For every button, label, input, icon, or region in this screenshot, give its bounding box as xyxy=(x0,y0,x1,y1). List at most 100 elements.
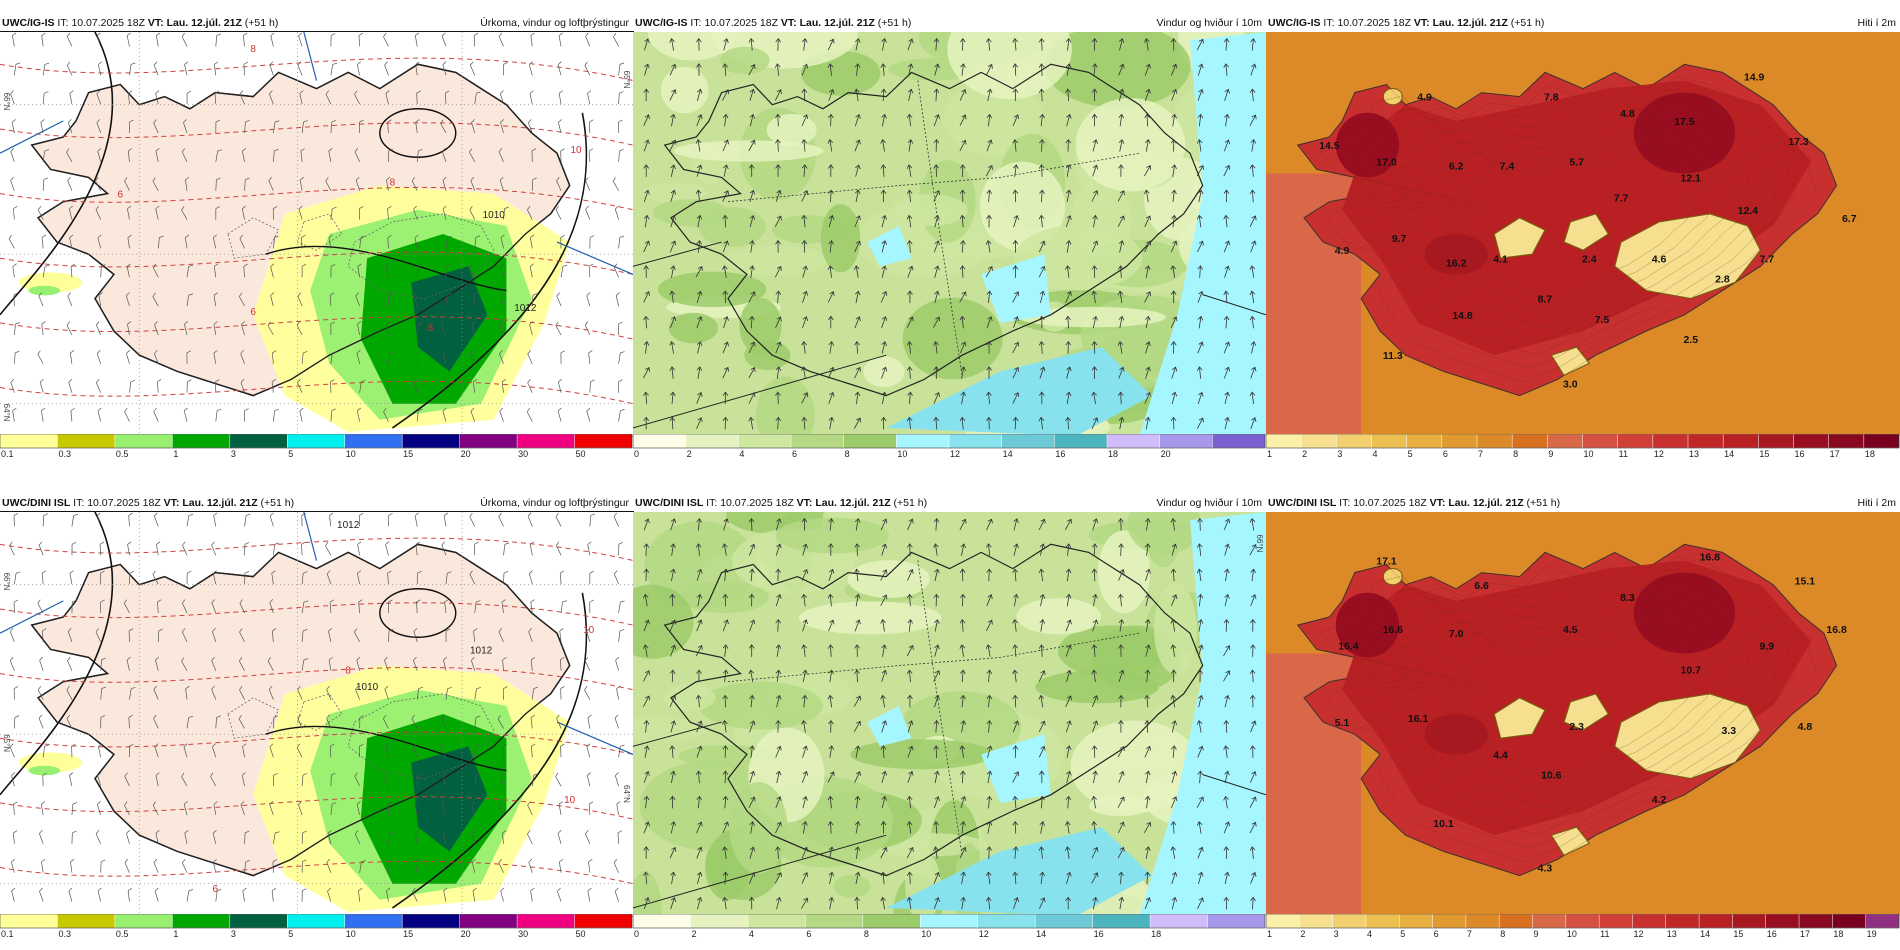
colorbar-swatch xyxy=(1511,434,1549,449)
map-value-label: 5.7 xyxy=(1569,156,1584,168)
panel-header: UWC/DINI ISL IT: 10.07.2025 18Z VT: Lau.… xyxy=(0,494,633,512)
map-value-label: 10.7 xyxy=(1681,665,1702,677)
map-value-label: 64°N xyxy=(2,404,11,422)
map-value-label: 2.8 xyxy=(1715,273,1730,285)
colorbar-tick-label: 5 xyxy=(1408,449,1413,458)
panel-header: UWC/IG-IS IT: 10.07.2025 18Z VT: Lau. 12… xyxy=(633,14,1266,32)
init-time: 10.07.2025 18Z xyxy=(1353,497,1427,509)
colorbar-tick-label: 15 xyxy=(403,929,413,938)
colorbar-tick-label: 14 xyxy=(1003,449,1013,458)
panel-title: Úrkoma, vindur og loftþrýstingur xyxy=(480,497,629,509)
map-value-label: 14.5 xyxy=(1319,140,1340,152)
colorbar-swatch xyxy=(1798,914,1834,929)
map-precip: 8 10 8 6 6 8 1012 1010 66°N 64°N 65°N xyxy=(0,31,634,437)
colorbar-tick-label: 20 xyxy=(461,449,471,458)
colorbar-tick-label: 3 xyxy=(231,929,236,938)
colorbar-swatch xyxy=(1441,434,1478,449)
colorbar-swatch xyxy=(401,914,461,929)
map-value-label: 17.1 xyxy=(1376,556,1397,568)
colorbar-swatch xyxy=(1698,914,1734,929)
colorbar-swatch xyxy=(1476,434,1513,449)
colorbar-tick-label: 1 xyxy=(1267,449,1272,458)
panel-run-info: UWC/IG-IS IT: 10.07.2025 18Z VT: Lau. 12… xyxy=(2,14,278,32)
colorbar-tick-label: 2 xyxy=(1302,449,1307,458)
colorbar: 0.1 0.3 0.5 1 3 5 10 15 20 30 50 xyxy=(0,434,633,458)
colorbar-tick-label: 12 xyxy=(979,929,989,938)
panel-title: Hiti í 2m xyxy=(1857,497,1896,509)
colorbar-swatch xyxy=(747,914,807,929)
colorbar-swatch xyxy=(633,434,687,449)
colorbar-swatch xyxy=(1212,434,1266,449)
init-time-label: IT: xyxy=(1339,497,1351,509)
init-time-label: IT: xyxy=(73,497,85,509)
map-value-label: 2.3 xyxy=(1569,721,1584,733)
map-value-label: 16.8 xyxy=(1700,551,1721,563)
colorbar-tick-label: 16 xyxy=(1094,929,1104,938)
map-value-label: 1010 xyxy=(356,682,379,693)
colorbar-tick-label: 0 xyxy=(634,449,639,458)
map-value-label: 14.8 xyxy=(1452,310,1473,322)
map-value-label: 2.4 xyxy=(1582,253,1597,265)
colorbar-tick-label: 10 xyxy=(1567,929,1577,938)
map-value-label: 10.1 xyxy=(1433,818,1454,830)
colorbar-tick-label: 18 xyxy=(1108,449,1118,458)
map-value-label: 8.3 xyxy=(1620,592,1635,604)
map-value-label: 4.5 xyxy=(1563,624,1578,636)
map-value-label: 10 xyxy=(570,145,582,156)
map-panel-temp: UWC/DINI ISL IT: 10.07.2025 18Z VT: Lau.… xyxy=(1266,494,1900,940)
colorbar-tick-label: 7 xyxy=(1478,449,1483,458)
map-value-label: 3.3 xyxy=(1722,725,1737,737)
colorbar-tick-label: 10 xyxy=(1584,449,1594,458)
map-value-label: 7.8 xyxy=(1544,92,1559,104)
init-time-label: IT: xyxy=(690,17,702,29)
colorbar-tick-label: 12 xyxy=(1654,449,1664,458)
colorbar: 1 2 3 4 5 6 7 8 9 10 11 12 13 14 15 16 17 18 19 xyxy=(1266,914,1900,938)
colorbar-tick-label: 0.3 xyxy=(58,929,71,938)
lead-time: (+51 h) xyxy=(244,17,279,29)
colorbar-tick-label: 8 xyxy=(864,929,869,938)
colorbar-swatch xyxy=(862,914,922,929)
lead-time: (+51 h) xyxy=(893,497,928,509)
colorbar-tick-label: 50 xyxy=(576,449,586,458)
colorbar: 0 2 4 6 8 10 12 14 16 18 20 xyxy=(633,434,1266,458)
colorbar-swatch xyxy=(1001,434,1056,449)
colorbar-swatch xyxy=(1547,434,1584,449)
colorbar-tick-label: 20 xyxy=(461,929,471,938)
colorbar-swatch xyxy=(459,434,518,449)
panel-header: UWC/IG-IS IT: 10.07.2025 18Z VT: Lau. 12… xyxy=(0,14,633,32)
map-value-label: 17.5 xyxy=(1674,116,1695,128)
colorbar-swatch xyxy=(790,434,845,449)
colorbar-swatch xyxy=(1652,434,1689,449)
colorbar-swatch xyxy=(114,434,174,449)
map-value-label: 2.5 xyxy=(1683,334,1698,346)
map-value-label: 6 xyxy=(212,884,218,895)
colorbar-swatch xyxy=(172,914,231,929)
colorbar-tick-label: 17 xyxy=(1830,449,1840,458)
init-time: 10.07.2025 18Z xyxy=(87,497,161,509)
map-wind: 66°N xyxy=(633,512,1266,916)
colorbar-swatch xyxy=(1092,914,1151,929)
valid-time: VT: Lau. 12.júl. 21Z xyxy=(163,497,258,509)
map-value-label: 66°N xyxy=(2,573,11,591)
colorbar-tick-label: 5 xyxy=(288,929,293,938)
map-value-label: 16.8 xyxy=(1826,624,1847,636)
model-source: UWC/DINI ISL xyxy=(2,497,71,509)
colorbar-tick-label: 16 xyxy=(1767,929,1777,938)
colorbar-tick-label: 13 xyxy=(1689,449,1699,458)
colorbar-swatch xyxy=(287,434,346,449)
map-panel-precip: UWC/IG-IS IT: 10.07.2025 18Z VT: Lau. 12… xyxy=(0,14,634,460)
colorbar-tick-label: 50 xyxy=(576,929,586,938)
map-value-label: 12.1 xyxy=(1681,172,1702,184)
map-value-label: 1010 xyxy=(483,210,506,221)
colorbar-tick-label: 1 xyxy=(173,449,178,458)
colorbar-swatch xyxy=(172,434,231,449)
colorbar-swatch xyxy=(1300,434,1338,449)
colorbar-swatch xyxy=(344,434,403,449)
init-time-label: IT: xyxy=(706,497,718,509)
colorbar-swatch xyxy=(738,434,792,449)
init-time-label: IT: xyxy=(57,17,69,29)
map-value-label: 17.3 xyxy=(1788,136,1809,148)
colorbar-swatch xyxy=(229,434,289,449)
init-time: 10.07.2025 18Z xyxy=(71,17,145,29)
colorbar-tick-label: 4 xyxy=(1367,929,1372,938)
